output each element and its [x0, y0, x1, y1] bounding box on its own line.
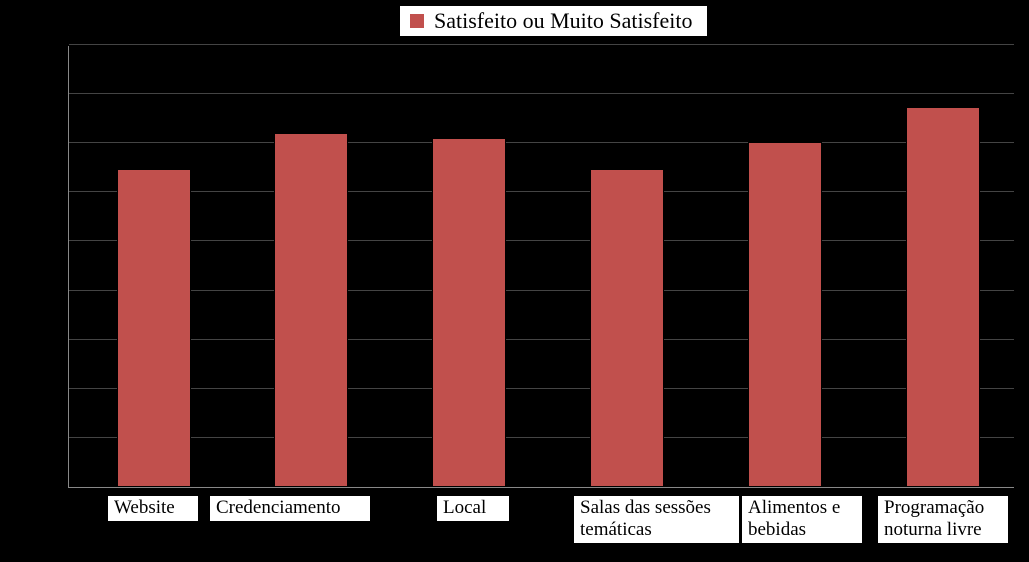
- legend-label: Satisfeito ou Muito Satisfeito: [434, 8, 693, 34]
- gridline: [69, 44, 1014, 45]
- legend: Satisfeito ou Muito Satisfeito: [400, 6, 707, 36]
- x-axis-label: Salas das sessões temáticas: [574, 496, 739, 543]
- gridline: [69, 191, 1014, 192]
- bar: [906, 107, 980, 487]
- x-axis-label: Credenciamento: [210, 496, 370, 521]
- x-axis-label: Website: [108, 496, 198, 521]
- bar: [274, 133, 348, 487]
- gridline: [69, 240, 1014, 241]
- bar: [117, 169, 191, 487]
- bar: [748, 142, 822, 487]
- plot-area: [68, 46, 1014, 488]
- gridline: [69, 93, 1014, 94]
- x-axis-label: Local: [437, 496, 509, 521]
- x-axis-label: Programação noturna livre: [878, 496, 1008, 543]
- gridline: [69, 339, 1014, 340]
- gridline: [69, 142, 1014, 143]
- gridline: [69, 290, 1014, 291]
- gridline: [69, 437, 1014, 438]
- gridline: [69, 388, 1014, 389]
- bar: [590, 169, 664, 487]
- legend-swatch: [410, 14, 424, 28]
- bar: [432, 138, 506, 487]
- x-axis-label: Alimentos e bebidas: [742, 496, 862, 543]
